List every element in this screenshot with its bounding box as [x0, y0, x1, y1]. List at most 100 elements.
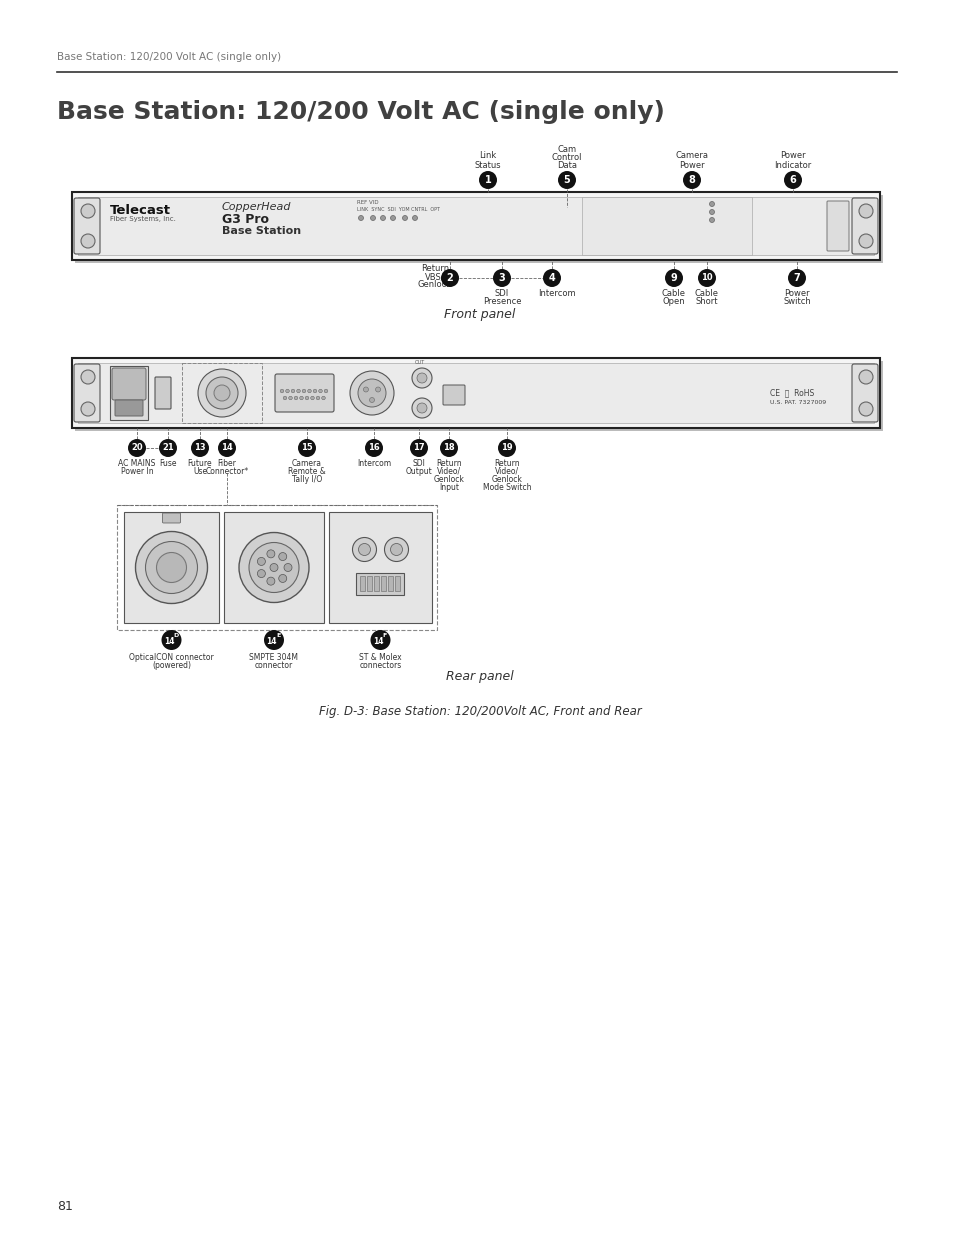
Circle shape: [239, 532, 309, 603]
Circle shape: [81, 233, 95, 248]
Circle shape: [412, 398, 432, 417]
FancyBboxPatch shape: [78, 198, 873, 254]
FancyBboxPatch shape: [826, 201, 848, 251]
Circle shape: [283, 396, 287, 400]
Text: 9: 9: [670, 273, 677, 283]
FancyBboxPatch shape: [115, 400, 143, 416]
Text: 4: 4: [548, 273, 555, 283]
Text: CAMERA POWER: CAMERA POWER: [586, 206, 620, 210]
Text: Link: Link: [478, 151, 497, 161]
Text: POWER: POWER: [828, 207, 846, 212]
Circle shape: [257, 557, 265, 566]
Text: Genlock: Genlock: [491, 475, 522, 484]
Circle shape: [308, 389, 311, 393]
Circle shape: [318, 389, 322, 393]
Circle shape: [284, 563, 292, 572]
Text: Power In: Power In: [121, 467, 153, 475]
Circle shape: [390, 543, 402, 556]
Circle shape: [257, 569, 265, 578]
FancyBboxPatch shape: [375, 576, 379, 590]
Circle shape: [558, 170, 576, 189]
Text: Rear panel: Rear panel: [446, 671, 514, 683]
FancyBboxPatch shape: [75, 195, 882, 263]
Text: Base Station: Base Station: [222, 226, 301, 236]
Text: Use: Use: [193, 467, 207, 475]
Circle shape: [664, 269, 682, 287]
Text: SMPTE 304M: SMPTE 304M: [250, 653, 298, 662]
Text: AC MAINS: AC MAINS: [118, 459, 155, 468]
Circle shape: [299, 396, 303, 400]
Text: Data: Data: [557, 161, 577, 170]
Circle shape: [313, 389, 316, 393]
Text: D: D: [173, 634, 178, 638]
Circle shape: [412, 368, 432, 388]
FancyBboxPatch shape: [381, 576, 386, 590]
Circle shape: [305, 396, 309, 400]
Text: Power: Power: [780, 151, 805, 161]
Text: Mode Switch: Mode Switch: [482, 483, 531, 492]
FancyBboxPatch shape: [274, 374, 334, 412]
Text: Short: Short: [695, 296, 718, 306]
Circle shape: [350, 370, 394, 415]
Text: Fiber: Fiber: [217, 459, 236, 468]
Text: Tally I/O: Tally I/O: [292, 475, 322, 484]
Circle shape: [249, 542, 298, 593]
Text: Intercom: Intercom: [537, 289, 576, 298]
Text: 20: 20: [132, 443, 143, 452]
Text: CAMERA POWER: CAMERA POWER: [586, 200, 626, 205]
Circle shape: [267, 577, 274, 585]
Circle shape: [296, 389, 300, 393]
FancyBboxPatch shape: [124, 513, 219, 622]
Circle shape: [369, 398, 375, 403]
FancyBboxPatch shape: [851, 364, 877, 422]
Text: 21: 21: [162, 443, 173, 452]
Text: OpticalCON connector: OpticalCON connector: [129, 653, 213, 662]
Circle shape: [478, 170, 497, 189]
Text: connector: connector: [254, 661, 293, 671]
Text: Cam: Cam: [557, 144, 576, 154]
FancyBboxPatch shape: [71, 191, 879, 261]
Circle shape: [682, 170, 700, 189]
Text: Output: Output: [405, 467, 432, 475]
Text: 5: 5: [563, 175, 570, 185]
FancyBboxPatch shape: [78, 363, 873, 424]
Text: OFF: OFF: [832, 245, 842, 249]
FancyBboxPatch shape: [360, 576, 365, 590]
Text: Connector*: Connector*: [205, 467, 249, 475]
Text: SDI: SDI: [412, 459, 425, 468]
Circle shape: [267, 550, 274, 558]
Text: INTERCOM: INTERCOM: [291, 401, 316, 406]
Text: ST & Molex: ST & Molex: [359, 653, 401, 662]
Text: 15: 15: [301, 443, 313, 452]
Circle shape: [412, 215, 417, 221]
Circle shape: [416, 373, 427, 383]
Text: 3: 3: [498, 273, 505, 283]
Circle shape: [402, 215, 407, 221]
FancyBboxPatch shape: [162, 513, 180, 522]
Text: WON: WON: [122, 405, 135, 410]
Text: 14: 14: [266, 637, 276, 646]
Text: Presence: Presence: [482, 296, 520, 306]
Text: Switch: Switch: [782, 296, 810, 306]
Text: 2: 2: [446, 273, 453, 283]
Circle shape: [191, 438, 209, 457]
FancyBboxPatch shape: [110, 366, 148, 420]
Text: (powered): (powered): [152, 661, 191, 671]
Circle shape: [218, 438, 235, 457]
Text: Fuse: Fuse: [159, 459, 176, 468]
Text: Open: Open: [662, 296, 684, 306]
Circle shape: [81, 370, 95, 384]
Circle shape: [357, 379, 386, 408]
Text: CABLE OPEN: CABLE OPEN: [586, 212, 613, 216]
Text: Cable: Cable: [695, 289, 719, 298]
FancyBboxPatch shape: [154, 377, 171, 409]
Text: 19: 19: [500, 443, 513, 452]
Text: CE  Ⓕ  RoHS: CE Ⓕ RoHS: [769, 388, 814, 396]
Circle shape: [709, 201, 714, 206]
Text: Base Station: 120/200 Volt AC (single only): Base Station: 120/200 Volt AC (single on…: [57, 100, 664, 124]
FancyBboxPatch shape: [71, 358, 879, 429]
Text: 14: 14: [164, 637, 174, 646]
Circle shape: [270, 563, 277, 572]
Circle shape: [294, 396, 297, 400]
FancyBboxPatch shape: [74, 198, 100, 254]
